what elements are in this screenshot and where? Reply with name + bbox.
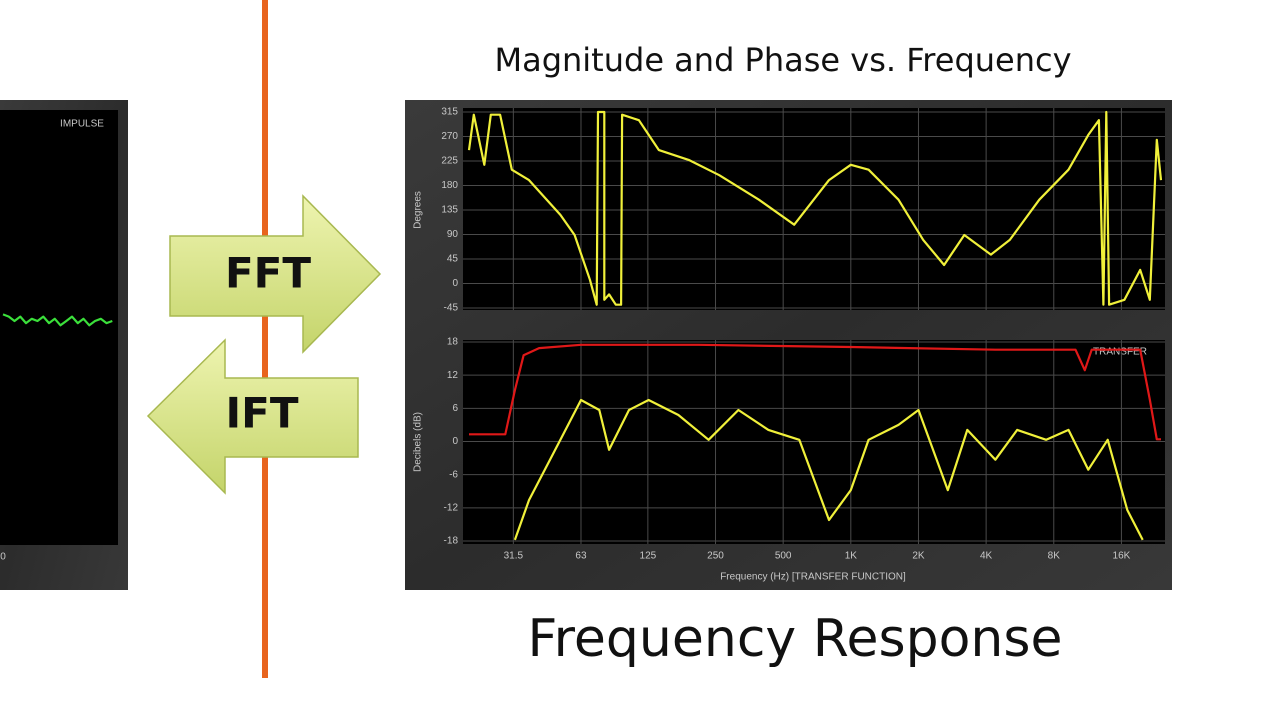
y-tick-label: 45 [447, 254, 459, 265]
x-tick-label: 8K [1048, 551, 1061, 562]
impulse-plot [0, 110, 118, 545]
y-tick-label: 0 [452, 278, 458, 289]
x-tick-label: 500 [775, 551, 792, 562]
data-line [2, 313, 113, 327]
y-tick-label: -12 [444, 502, 459, 513]
x-tick-label: 31.5 [504, 551, 524, 562]
y-tick-label: 225 [441, 156, 458, 167]
phase-plot [463, 108, 1165, 310]
x-tick-label: 2K [912, 551, 925, 562]
ift-arrow [146, 338, 359, 495]
annotation: TRANSFER [1093, 347, 1147, 358]
x-tick-label: 0 [0, 552, 6, 563]
y-tick-label: -45 [444, 303, 459, 314]
data-line [513, 398, 1144, 541]
y-tick-label: 6 [452, 403, 458, 414]
y-axis-label: Degrees [413, 191, 424, 229]
data-line [469, 343, 1161, 441]
y-tick-label: 270 [441, 131, 458, 142]
y-tick-label: -18 [444, 536, 459, 547]
y-tick-label: 12 [447, 370, 459, 381]
y-tick-label: 135 [441, 205, 458, 216]
y-tick-label: 18 [447, 337, 459, 348]
x-axis-label: Frequency (Hz) [TRANSFER FUNCTION] [720, 572, 906, 583]
y-tick-label: 180 [441, 180, 458, 191]
divider [262, 0, 268, 678]
x-tick-label: 4K [980, 551, 993, 562]
x-tick-label: 63 [575, 551, 587, 562]
y-tick-label: 315 [441, 107, 458, 118]
x-tick-label: 125 [640, 551, 657, 562]
y-tick-label: -6 [449, 469, 458, 480]
caption: Frequency Response [528, 609, 1063, 669]
ift-label: IFT [226, 389, 299, 438]
y-tick-label: 0 [452, 436, 458, 447]
fft-arrow [169, 194, 382, 354]
y-axis-label: Decibels (dB) [413, 412, 424, 472]
x-tick-label: 1K [845, 551, 858, 562]
y-tick-label: 90 [447, 229, 459, 240]
data-line [467, 110, 1163, 306]
x-tick-label: 250 [707, 551, 724, 562]
x-tick-label: 16K [1113, 551, 1131, 562]
slide-title: Magnitude and Phase vs. Frequency [494, 41, 1071, 79]
annotation: IMPULSE [60, 119, 104, 130]
fft-label: FFT [225, 249, 311, 298]
